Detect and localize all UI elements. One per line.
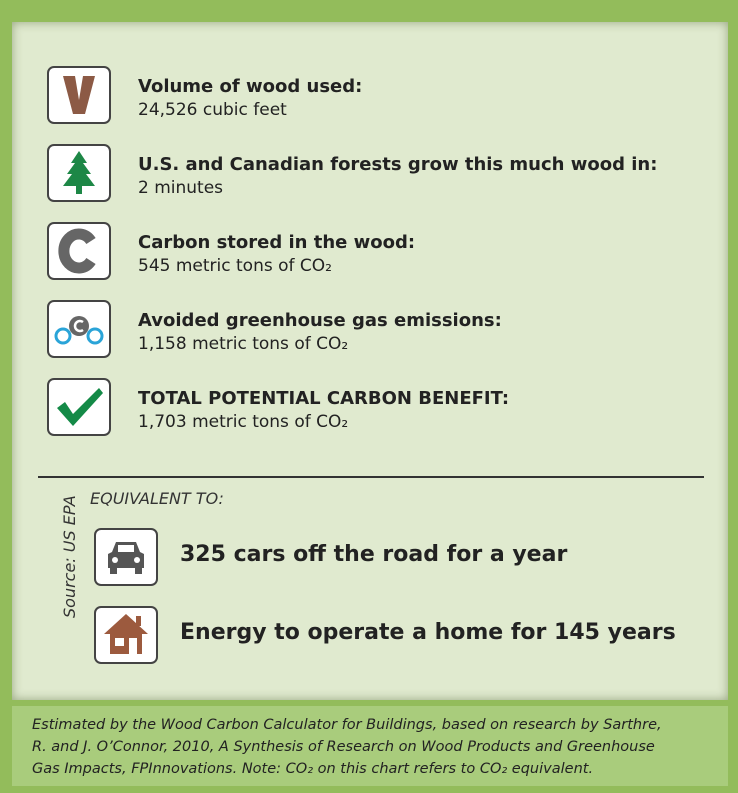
equivalent-heading: EQUIVALENT TO:: [90, 489, 224, 508]
divider: [38, 476, 704, 478]
volume-icon: [47, 66, 111, 124]
footer: Estimated by the Wood Carbon Calculator …: [32, 714, 722, 780]
item-title: TOTAL POTENTIAL CARBON BENEFIT:: [138, 388, 510, 409]
footer-line: R. and J. O’Connor, 2010, A Synthesis of…: [32, 739, 655, 755]
item-value: 2 minutes: [138, 178, 224, 198]
equivalent-text: 325 cars off the road for a year: [180, 542, 568, 567]
source: Source: US EPA: [60, 495, 79, 618]
item-title: Volume of wood used:: [138, 76, 363, 97]
panel: Volume of wood used: 24,526 cubic feet U…: [12, 22, 728, 700]
carbon-icon: [47, 222, 111, 280]
item-value: 1,158 metric tons of CO₂: [138, 334, 349, 354]
footer-line: Gas Impacts, FPInnovations. Note: CO₂ on…: [32, 761, 594, 777]
equivalent-text: Energy to operate a home for 145 years: [180, 620, 676, 645]
item-title: Avoided greenhouse gas emissions:: [138, 310, 502, 331]
item-title: U.S. and Canadian forests grow this much…: [138, 154, 658, 175]
check-icon: [47, 378, 111, 436]
house-icon: [94, 606, 158, 664]
item-value: 545 metric tons of CO₂: [138, 256, 332, 276]
car-icon: [94, 528, 158, 586]
item-value: 1,703 metric tons of CO₂: [138, 412, 349, 432]
item-value: 24,526 cubic feet: [138, 100, 287, 120]
tree-icon: [47, 144, 111, 202]
item-title: Carbon stored in the wood:: [138, 232, 416, 253]
footer-line: Estimated by the Wood Carbon Calculator …: [32, 717, 662, 733]
emissions-icon: [47, 300, 111, 358]
